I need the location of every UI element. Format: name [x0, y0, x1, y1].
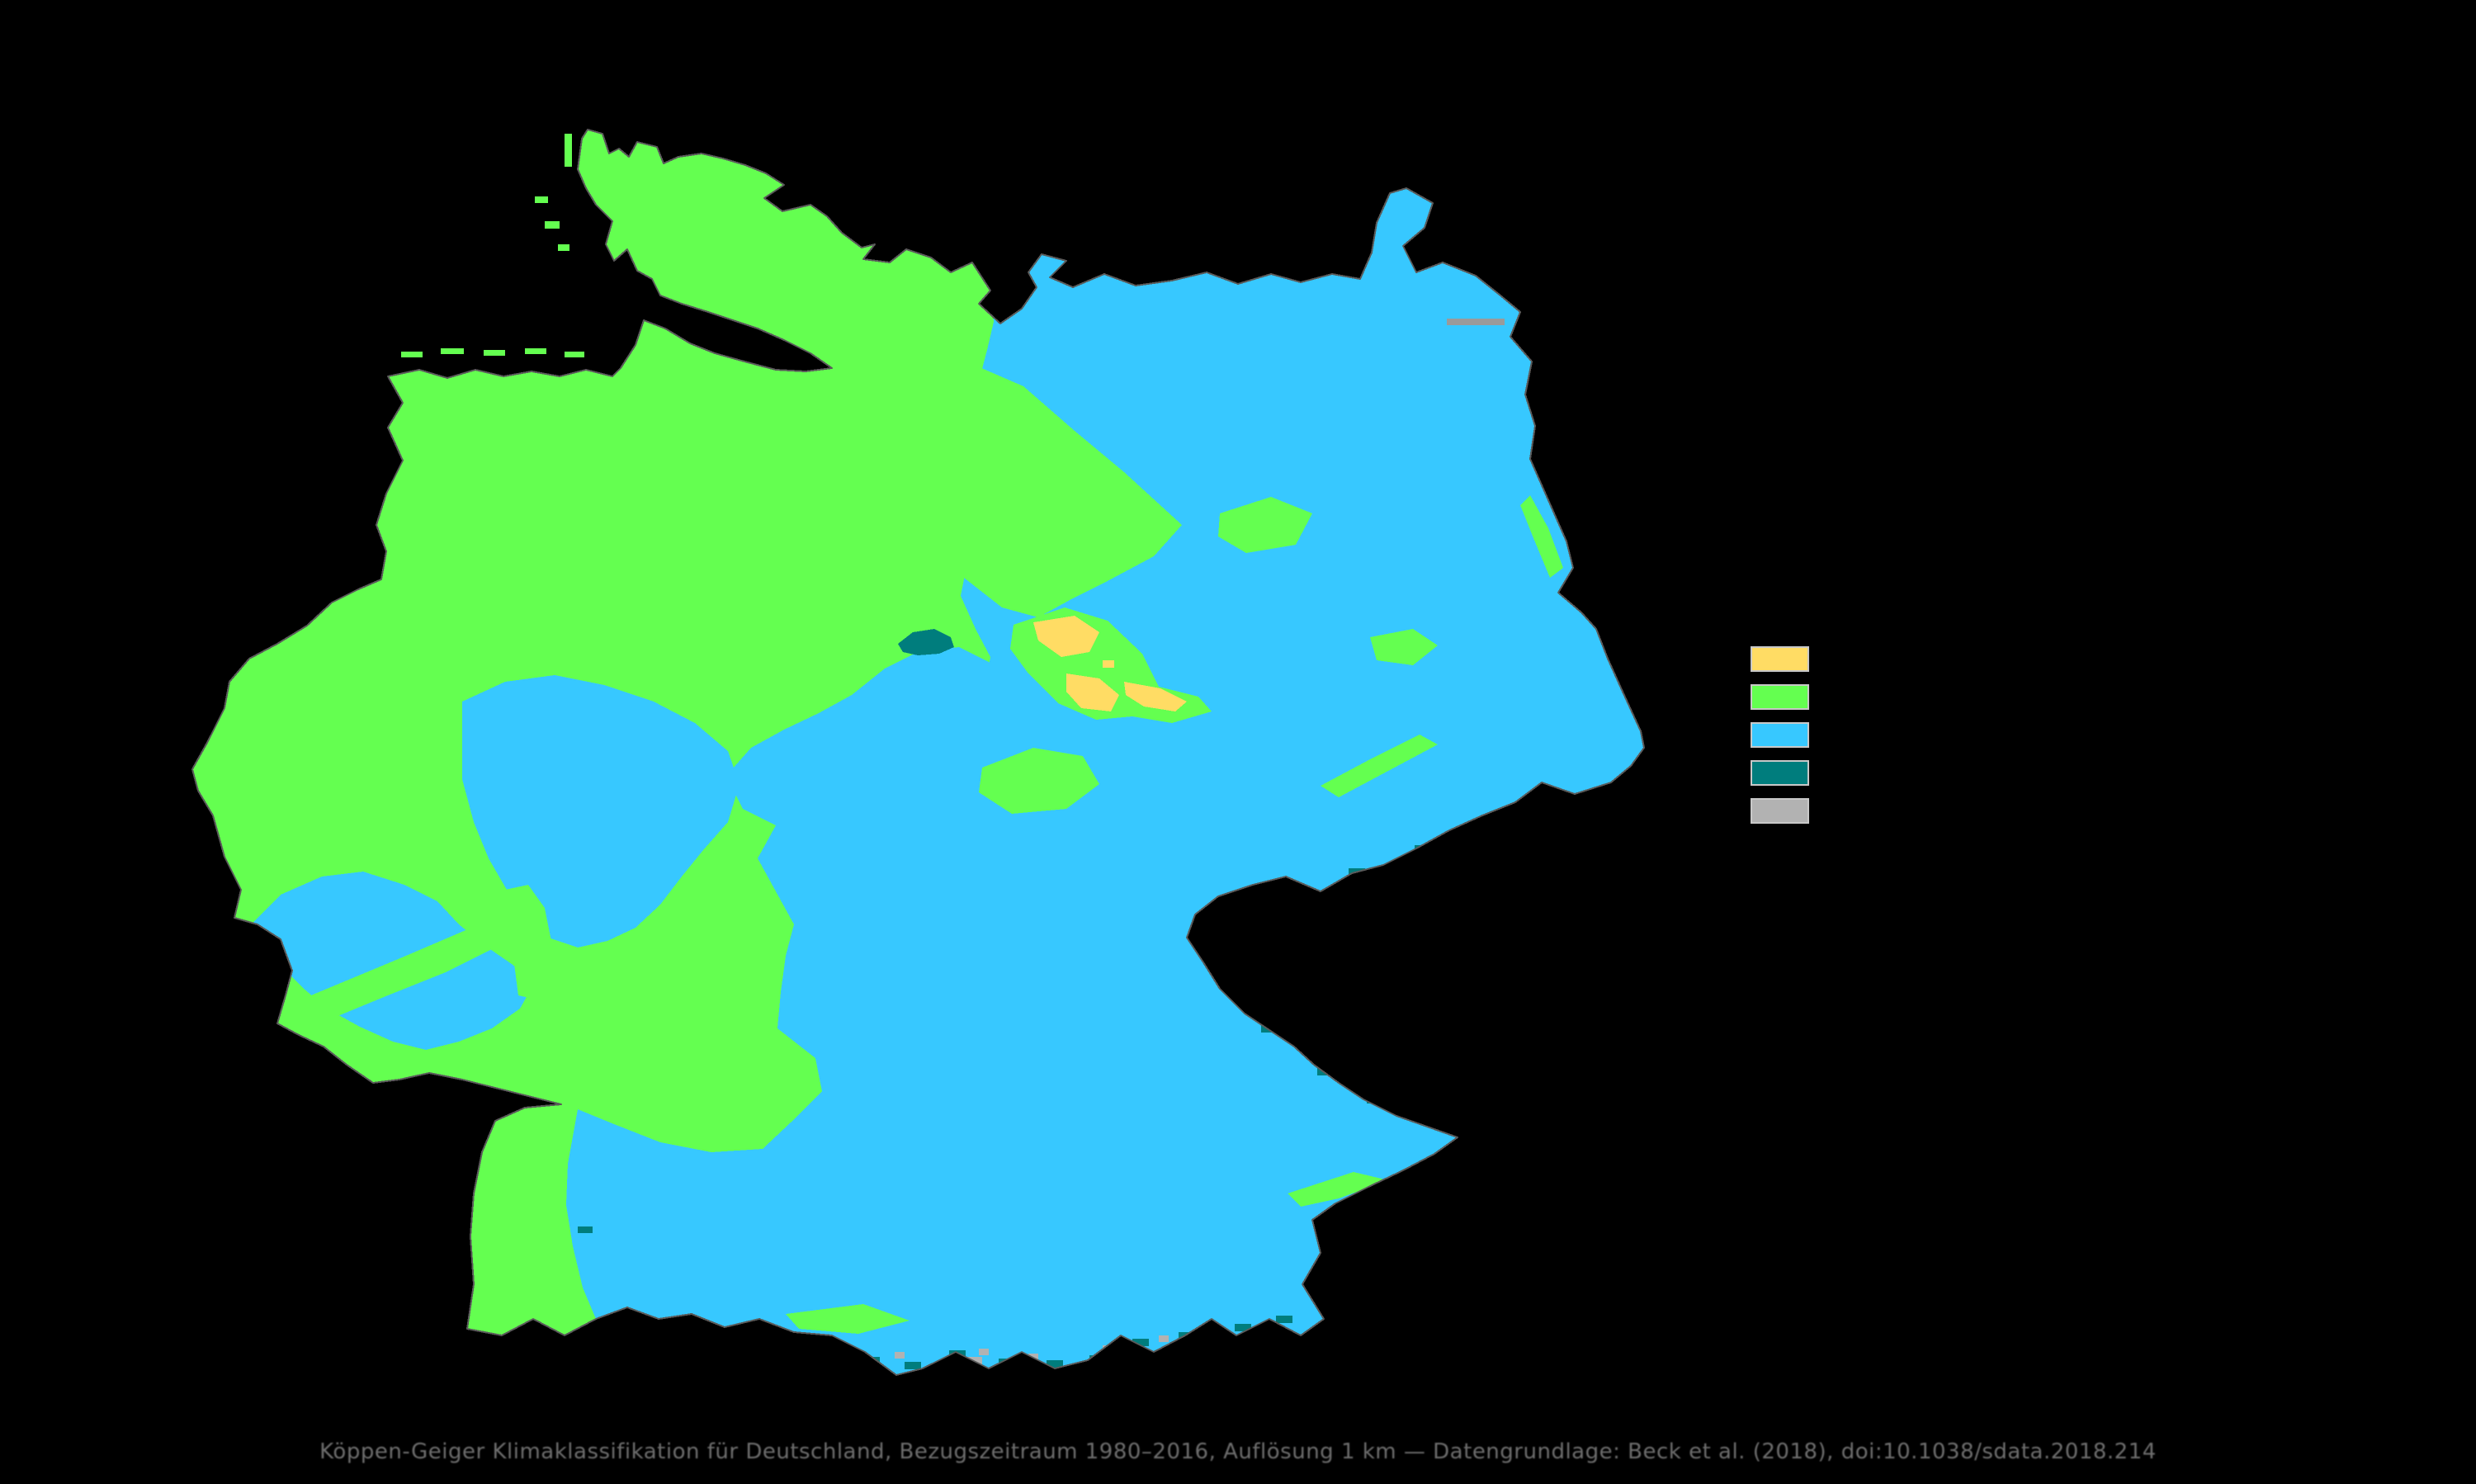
- map-region-dfb-sauerland: [462, 675, 739, 948]
- legend-swatch-bsk: [1751, 646, 1809, 672]
- map-region-cfb-oder-valley: [1520, 495, 1563, 578]
- map-region-dfb-northeast: [943, 188, 1644, 938]
- map-region-cfb-spreewald-island: [1370, 629, 1438, 665]
- legend-label-dfc: Dfc: [1826, 761, 1860, 785]
- legend-label-cfb: Cfb: [1826, 685, 1861, 709]
- map-region-dfb-eifel: [248, 872, 535, 1050]
- figure-caption: Köppen-Geiger Klimaklassifikation für De…: [319, 1439, 2157, 1464]
- map-region-cfb-berlin-island: [1218, 497, 1312, 553]
- map-region-cfb-mosel-valley: [287, 906, 532, 1025]
- map-patch-dfb-holstein-2: [1175, 355, 1195, 364]
- legend-swatch-et: [1751, 798, 1809, 824]
- legend-label-et: ET: [1826, 799, 1852, 823]
- map-region-cfb-thuringian-basin: [979, 748, 1099, 814]
- map-islands: [401, 134, 584, 357]
- map-region-bsk-patch-3: [1103, 660, 1114, 668]
- map-region-bsk-patch-2: [1066, 673, 1119, 711]
- legend-row-bsk: BSk: [1751, 646, 1864, 672]
- legend-row-dfc: Dfc: [1751, 760, 1864, 786]
- map-region-cfb-rhine-gorge: [505, 885, 551, 999]
- coastline-artifact-line: [1447, 319, 1505, 325]
- legend-label-bsk: BSk: [1826, 647, 1865, 671]
- legend-swatch-dfc: [1751, 760, 1809, 786]
- map-region-cfb-elbe-tongue: [895, 359, 1182, 617]
- map-region-cfb-bodensee-shore: [786, 1304, 910, 1334]
- map-region-dfb-south: [566, 647, 1458, 1375]
- map-patch-dfb-holstein-1: [1020, 337, 1045, 348]
- legend-swatch-cfb: [1751, 684, 1809, 710]
- legend: BSk Cfb Dfb Dfc ET: [1751, 646, 1864, 836]
- map-class-overlays: [248, 188, 1644, 1375]
- legend-row-dfb: Dfb: [1751, 722, 1864, 748]
- map-region-bsk-patch-4: [1124, 682, 1187, 711]
- map-region-cfb-elbe-valley-dresden: [1321, 735, 1438, 797]
- legend-row-cfb: Cfb: [1751, 684, 1864, 710]
- legend-row-et: ET: [1751, 798, 1864, 824]
- legend-label-dfb: Dfb: [1826, 723, 1862, 747]
- map-region-dfc-harz: [898, 629, 954, 655]
- map-region-cfb-inn-valley: [1288, 1172, 1388, 1207]
- legend-swatch-dfb: [1751, 722, 1809, 748]
- map-region-bsk-patch-1: [1033, 616, 1099, 657]
